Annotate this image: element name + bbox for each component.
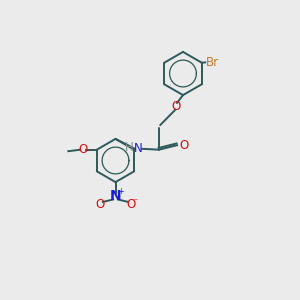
Text: O: O [171, 100, 180, 113]
Text: Br: Br [206, 56, 219, 69]
Text: N: N [134, 142, 143, 155]
Text: O: O [79, 143, 88, 156]
Text: O: O [179, 139, 189, 152]
Text: O: O [95, 198, 104, 212]
Text: N: N [110, 190, 121, 203]
Text: H: H [124, 141, 134, 154]
Text: ⁻: ⁻ [133, 197, 138, 208]
Text: +: + [117, 187, 124, 196]
Text: O: O [127, 198, 136, 212]
